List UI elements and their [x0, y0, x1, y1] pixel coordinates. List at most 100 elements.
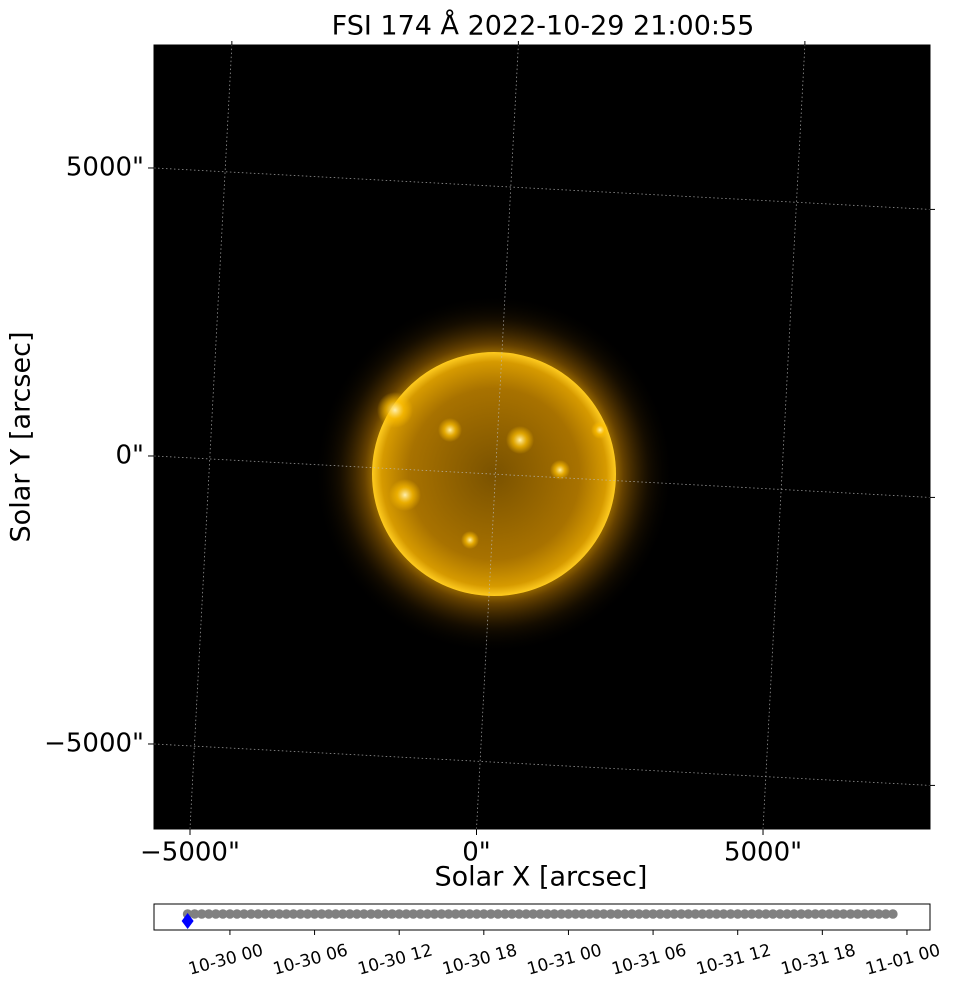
frame-point — [330, 909, 341, 919]
frame-point — [838, 909, 849, 919]
frame-point — [422, 909, 433, 919]
frame-point — [471, 909, 482, 919]
frame-point — [352, 909, 362, 919]
frame-point — [267, 909, 278, 919]
grid-line — [476, 44, 519, 830]
frame-point — [189, 909, 200, 919]
x-tick-label: 10-30 06 — [271, 940, 350, 979]
frame-point — [507, 909, 517, 919]
frame-point — [203, 909, 214, 919]
frame-point — [415, 909, 426, 919]
frame-point — [218, 909, 228, 919]
frame-point — [803, 909, 814, 919]
x-tick-label: 11-01 00 — [863, 940, 942, 979]
frame-point — [683, 909, 694, 919]
frame-point — [232, 909, 242, 919]
frame-point — [570, 909, 581, 919]
frame-point — [443, 909, 454, 919]
frame-point — [542, 909, 553, 919]
frame-point — [577, 909, 588, 919]
x-tick-label: −5000" — [140, 838, 240, 868]
frame-point — [831, 909, 842, 919]
frame-point — [810, 909, 821, 919]
frame-point — [556, 909, 567, 919]
frame-point — [648, 909, 658, 919]
frame-point — [246, 909, 256, 919]
frame-point — [457, 909, 468, 919]
frame-point — [549, 909, 560, 919]
frame-point — [274, 909, 285, 919]
frame-point — [401, 909, 412, 919]
grid-line — [153, 167, 931, 210]
current-frame-marker — [181, 913, 194, 929]
frame-point — [373, 909, 383, 919]
frame-point — [824, 909, 835, 919]
x-tick-label: 0" — [462, 838, 491, 868]
frame-point — [817, 909, 828, 919]
frame-point — [866, 909, 877, 919]
frame-point — [613, 909, 623, 919]
frame-point — [436, 909, 447, 919]
frame-point — [739, 909, 750, 919]
frame-point — [366, 909, 376, 919]
frame-point — [295, 909, 306, 919]
grid-line — [153, 743, 931, 786]
frame-point — [584, 909, 595, 919]
frame-point — [464, 909, 475, 919]
frame-point — [725, 909, 736, 919]
frame-point — [676, 909, 687, 919]
frame-point — [775, 909, 785, 919]
frame-point — [888, 909, 898, 919]
frame-point — [493, 909, 503, 919]
x-tick-label: 10-30 12 — [356, 940, 435, 979]
frame-point — [380, 909, 390, 919]
frame-point — [873, 909, 884, 919]
y-tick-label: 5000" — [66, 152, 144, 182]
image-frame — [153, 44, 931, 830]
frame-point — [662, 909, 672, 919]
frame-point — [253, 909, 263, 919]
frame-point — [789, 909, 799, 919]
frame-point — [316, 909, 327, 919]
frame-point — [225, 909, 235, 919]
frame-point — [323, 909, 334, 919]
frame-point — [486, 909, 496, 919]
frame-point — [627, 909, 637, 919]
x-axis-label: Solar X [arcsec] — [435, 862, 648, 893]
y-tick-label: 0" — [115, 440, 144, 470]
frame-point — [761, 909, 771, 919]
frame-point — [655, 909, 665, 919]
frame-point — [711, 909, 722, 919]
frame-point — [697, 909, 708, 919]
frame-point — [852, 909, 863, 919]
frame-point — [408, 909, 419, 919]
frame-point — [704, 909, 715, 919]
frame-point — [634, 909, 644, 919]
frame-point — [450, 909, 461, 919]
x-tick-label: 10-30 18 — [440, 940, 519, 979]
frame-point — [260, 909, 270, 919]
frame-point — [239, 909, 249, 919]
frame-point — [387, 909, 397, 919]
frame-point — [641, 909, 651, 919]
frame-point — [337, 909, 348, 919]
frame-point — [394, 909, 404, 919]
frame-point — [528, 909, 538, 919]
frame-point — [429, 909, 440, 919]
frame-point — [521, 909, 531, 919]
frame-point — [620, 909, 630, 919]
frame-point — [598, 909, 609, 919]
frame-point — [845, 909, 856, 919]
frame-point — [690, 909, 701, 919]
frame-point — [669, 909, 680, 919]
frame-point — [718, 909, 729, 919]
frame-point — [591, 909, 602, 919]
frame-point — [754, 909, 764, 919]
frame-point — [535, 909, 546, 919]
chart-title: FSI 174 Å 2022-10-29 21:00:55 — [332, 10, 755, 42]
frame-point — [359, 909, 369, 919]
frame-point — [605, 909, 616, 919]
frame-point — [514, 909, 524, 919]
